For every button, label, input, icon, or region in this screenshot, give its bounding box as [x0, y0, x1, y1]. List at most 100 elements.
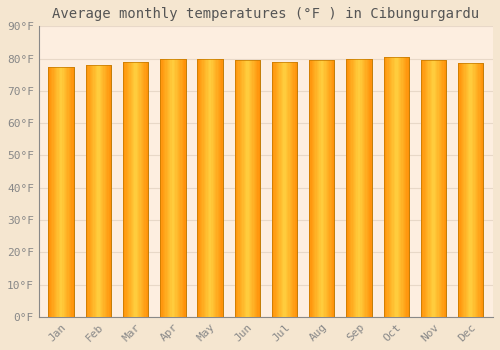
Bar: [392, 57, 394, 317]
Bar: [272, 62, 297, 317]
Bar: [384, 57, 385, 317]
Bar: [143, 62, 144, 317]
Bar: [421, 60, 422, 317]
Bar: [133, 62, 134, 317]
Bar: [137, 62, 138, 317]
Bar: [61, 66, 62, 317]
Bar: [214, 58, 215, 317]
Bar: [368, 58, 369, 317]
Bar: [466, 63, 467, 317]
Bar: [236, 60, 237, 317]
Bar: [86, 65, 87, 317]
Bar: [314, 60, 316, 317]
Bar: [324, 60, 326, 317]
Bar: [123, 62, 124, 317]
Bar: [430, 60, 431, 317]
Bar: [182, 58, 183, 317]
Bar: [138, 62, 140, 317]
Bar: [422, 60, 424, 317]
Bar: [294, 62, 296, 317]
Bar: [172, 58, 173, 317]
Bar: [206, 58, 208, 317]
Bar: [291, 62, 292, 317]
Bar: [370, 58, 372, 317]
Bar: [470, 63, 472, 317]
Bar: [134, 62, 136, 317]
Bar: [126, 62, 127, 317]
Bar: [402, 57, 404, 317]
Bar: [434, 60, 436, 317]
Bar: [108, 65, 110, 317]
Bar: [248, 60, 250, 317]
Bar: [132, 62, 133, 317]
Bar: [428, 60, 430, 317]
Bar: [474, 63, 476, 317]
Bar: [478, 63, 480, 317]
Bar: [168, 58, 169, 317]
Bar: [160, 58, 186, 317]
Bar: [445, 60, 446, 317]
Bar: [385, 57, 386, 317]
Bar: [356, 58, 358, 317]
Bar: [98, 65, 100, 317]
Bar: [202, 58, 204, 317]
Bar: [234, 60, 236, 317]
Bar: [388, 57, 390, 317]
Bar: [384, 57, 409, 317]
Bar: [290, 62, 291, 317]
Bar: [398, 57, 399, 317]
Bar: [92, 65, 94, 317]
Bar: [50, 66, 51, 317]
Bar: [255, 60, 256, 317]
Bar: [286, 62, 287, 317]
Bar: [296, 62, 297, 317]
Bar: [313, 60, 314, 317]
Bar: [352, 58, 354, 317]
Bar: [234, 60, 260, 317]
Bar: [94, 65, 96, 317]
Title: Average monthly temperatures (°F ) in Cibungurgardu: Average monthly temperatures (°F ) in Ci…: [52, 7, 480, 21]
Bar: [201, 58, 202, 317]
Bar: [51, 66, 52, 317]
Bar: [91, 65, 92, 317]
Bar: [124, 62, 126, 317]
Bar: [354, 58, 355, 317]
Bar: [326, 60, 327, 317]
Bar: [52, 66, 54, 317]
Bar: [431, 60, 432, 317]
Bar: [123, 62, 148, 317]
Bar: [198, 58, 200, 317]
Bar: [136, 62, 137, 317]
Bar: [333, 60, 334, 317]
Bar: [384, 57, 409, 317]
Bar: [386, 57, 388, 317]
Bar: [250, 60, 251, 317]
Bar: [256, 60, 258, 317]
Bar: [48, 66, 74, 317]
Bar: [355, 58, 356, 317]
Bar: [476, 63, 477, 317]
Bar: [258, 60, 260, 317]
Bar: [102, 65, 104, 317]
Bar: [64, 66, 65, 317]
Bar: [237, 60, 238, 317]
Bar: [123, 62, 148, 317]
Bar: [278, 62, 280, 317]
Bar: [332, 60, 333, 317]
Bar: [406, 57, 408, 317]
Bar: [309, 60, 310, 317]
Bar: [198, 58, 222, 317]
Bar: [444, 60, 445, 317]
Bar: [273, 62, 274, 317]
Bar: [142, 62, 143, 317]
Bar: [176, 58, 178, 317]
Bar: [215, 58, 216, 317]
Bar: [97, 65, 98, 317]
Bar: [62, 66, 64, 317]
Bar: [468, 63, 469, 317]
Bar: [107, 65, 108, 317]
Bar: [56, 66, 58, 317]
Bar: [209, 58, 210, 317]
Bar: [246, 60, 248, 317]
Bar: [316, 60, 318, 317]
